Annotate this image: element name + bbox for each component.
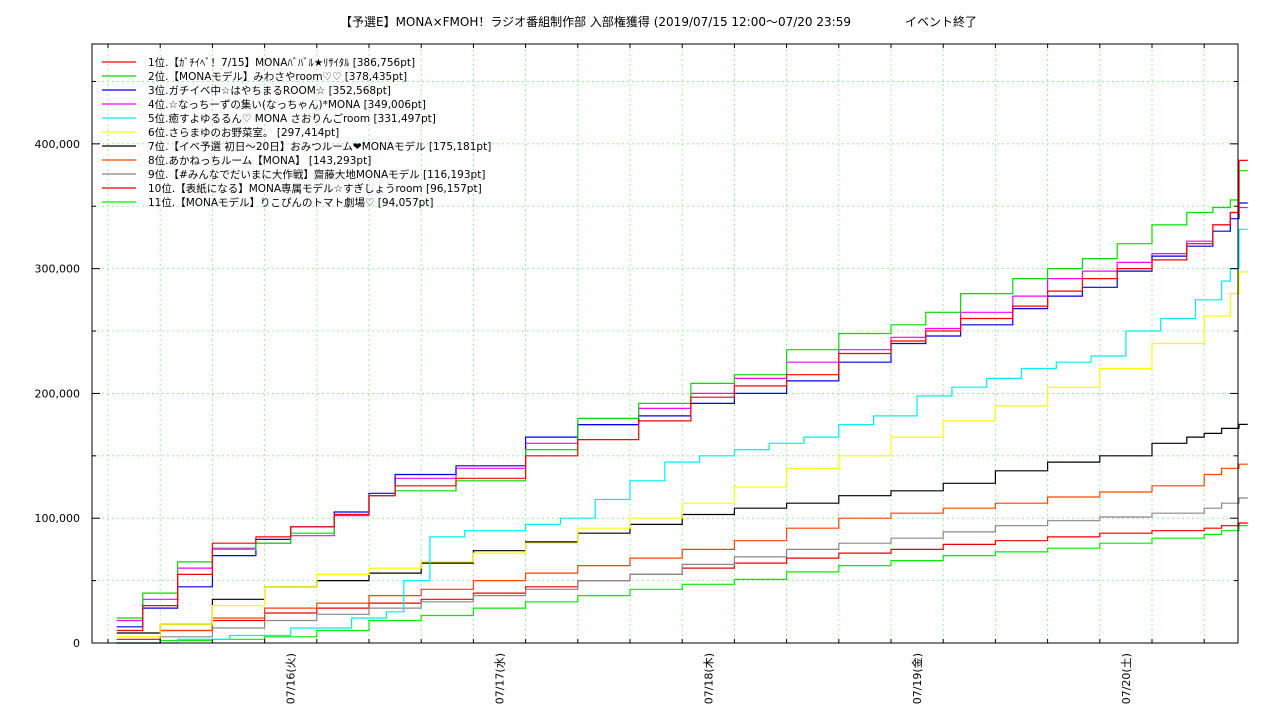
x-tick-label: 07/16(火) [285, 653, 298, 704]
legend-label: 6位.さらまゆのお野菜室。 [297,414pt] [148, 126, 339, 139]
series-line-7 [116, 423, 1248, 634]
plot-frame [91, 43, 1239, 644]
series-line-6 [116, 271, 1248, 638]
legend-label: 2位.【MONAモデル】みわさやroom♡♡ [378,435pt] [148, 70, 407, 83]
chart-title: 【予選E】MONA×FMOH！ラジオ番組制作部 入部権獲得 (2019/07/1… [340, 14, 851, 29]
legend-label: 3位.ガチイベ中☆はやちまるROOM☆ [352,568pt] [148, 84, 391, 97]
y-tick-label: 300,000 [35, 263, 81, 276]
series-line-10 [116, 522, 1248, 640]
series-line-2 [116, 170, 1248, 619]
y-tick-label: 400,000 [35, 138, 81, 151]
y-tick-label: 200,000 [35, 387, 81, 400]
x-tick-label: 07/18(木) [702, 653, 715, 704]
series-lines [116, 159, 1248, 644]
series-line-11 [116, 525, 1248, 644]
series-line-5 [116, 228, 1248, 644]
y-tick-label: 0 [73, 637, 80, 650]
series-line-8 [116, 463, 1248, 644]
legend-label: 1位.【ｶﾞﾁｲﾍﾞ！7/15】MONAﾊﾞﾊﾞﾙ★ﾘｻｲﾀﾙ [386,756… [148, 56, 415, 69]
x-tick-label: 07/19(金) [910, 653, 924, 704]
legend-label: 8位.あかねっちルーム【MONA】 [143,293pt] [148, 154, 371, 167]
y-tick-label: 100,000 [35, 512, 81, 525]
x-tick-label: 07/20(土) [1120, 653, 1133, 704]
legend-label: 5位.癒すよゆるるん♡ MONA さおりんごroom [331,497pt] [148, 112, 436, 125]
series-line-9 [116, 497, 1248, 644]
legend-label: 7位.【イベ予選 初日〜20日】おみつルーム❤MONAモデル [175,181p… [148, 140, 491, 153]
legend-label: 4位.☆なっちーずの集い(なっちゃん)*MONA [349,006pt] [148, 98, 426, 111]
legend: 1位.【ｶﾞﾁｲﾍﾞ！7/15】MONAﾊﾞﾊﾞﾙ★ﾘｻｲﾀﾙ [386,756… [102, 56, 491, 209]
x-tick-label: 07/17(水) [494, 653, 507, 704]
legend-label: 9位.【#みんなでだいまに大作戦】齋藤大地MONAモデル [116,193pt] [148, 168, 485, 181]
series-line-1 [116, 159, 1248, 632]
legend-label: 10位.【表紙になる】MONA専属モデル☆すぎしょうroom [96,157pt… [148, 182, 482, 195]
legend-label: 11位.【MONAモデル】りこぴんのトマト劇場♡ [94,057pt] [148, 196, 434, 209]
axes: 0 100,000 200,000 300,000 400,000 07/16(火) 07/… [35, 44, 1238, 704]
event-status: イベント終了 [905, 14, 977, 29]
